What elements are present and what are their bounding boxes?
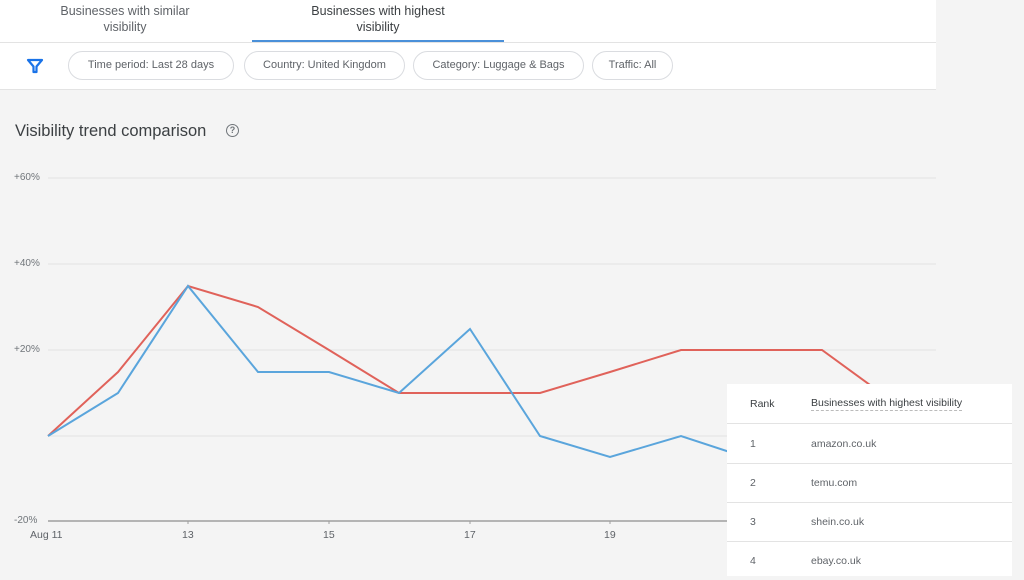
filter-bar: Time period: Last 28 days Country: Unite…	[0, 43, 936, 90]
tab-label-line2: visibility	[356, 20, 400, 34]
table-header: Rank Businesses with highest visibility	[727, 384, 1012, 424]
row-rank: 1	[750, 438, 756, 450]
x-tick-13: 13	[182, 529, 194, 541]
y-tick-20: +20%	[14, 344, 40, 355]
chart-title: Visibility trend comparison	[15, 122, 207, 140]
filter-chip-traffic[interactable]: Traffic: All	[592, 51, 673, 80]
help-circle-icon[interactable]: ?	[226, 124, 239, 137]
x-tick-15: 15	[323, 529, 335, 541]
x-tick-17: 17	[464, 529, 476, 541]
tab-label-line1: Businesses with highest	[311, 4, 445, 18]
series-blue-line	[47, 284, 752, 460]
tab-similar-visibility[interactable]: Businesses with similar visibility	[30, 0, 220, 42]
row-business: temu.com	[811, 477, 858, 489]
y-tick-minus-20: -20%	[14, 515, 38, 526]
row-rank: 2	[750, 477, 756, 489]
line-chart	[47, 177, 936, 524]
row-business: shein.co.uk	[811, 516, 865, 528]
table-row[interactable]: 2 temu.com	[727, 463, 1012, 503]
visibility-panel: Businesses with similar visibility Busin…	[0, 0, 936, 541]
row-business: amazon.co.uk	[811, 438, 877, 450]
y-tick-40: +40%	[14, 258, 40, 269]
table-row[interactable]: 4 ebay.co.uk	[727, 541, 1012, 580]
tab-label-line1: Businesses with similar	[60, 4, 190, 18]
filter-chip-category[interactable]: Category: Luggage & Bags	[413, 51, 584, 80]
filter-icon[interactable]	[26, 57, 44, 75]
tab-highest-visibility[interactable]: Businesses with highest visibility	[252, 0, 504, 42]
row-rank: 4	[750, 555, 756, 567]
x-tick-19: 19	[604, 529, 616, 541]
filter-chip-time-period[interactable]: Time period: Last 28 days	[68, 51, 234, 80]
y-tick-60: +60%	[14, 172, 40, 183]
tab-bar: Businesses with similar visibility Busin…	[0, 0, 936, 43]
filter-chip-country[interactable]: Country: United Kingdom	[244, 51, 405, 80]
x-tick-aug-11: Aug 11	[30, 529, 63, 541]
tab-label-line2: visibility	[103, 20, 147, 34]
table-row[interactable]: 3 shein.co.uk	[727, 502, 1012, 542]
row-rank: 3	[750, 516, 756, 528]
table-row[interactable]: 1 amazon.co.uk	[727, 424, 1012, 464]
header-business[interactable]: Businesses with highest visibility	[811, 397, 963, 411]
ranking-table: Rank Businesses with highest visibility …	[727, 384, 1012, 576]
row-business: ebay.co.uk	[811, 555, 862, 567]
header-rank: Rank	[750, 398, 775, 410]
